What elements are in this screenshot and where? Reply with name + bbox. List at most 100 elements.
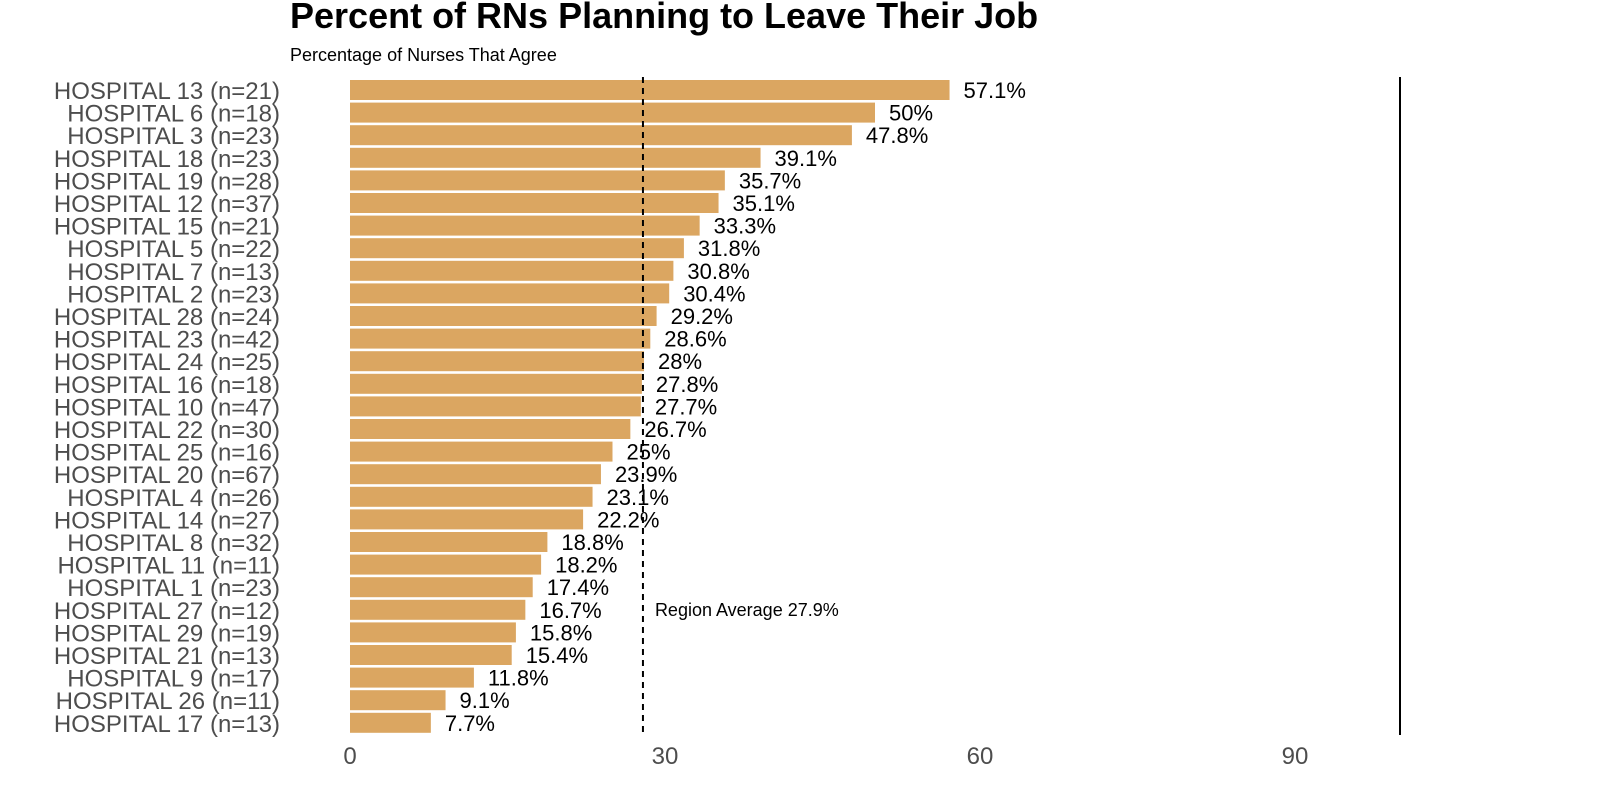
bar bbox=[350, 419, 631, 439]
value-label: 28% bbox=[658, 349, 702, 374]
category-label: HOSPITAL 4 (n=26) bbox=[67, 485, 280, 512]
value-label: 23.9% bbox=[615, 462, 677, 487]
x-tick-label: 30 bbox=[652, 743, 679, 770]
bar bbox=[350, 645, 512, 665]
value-label: 27.8% bbox=[656, 372, 718, 397]
category-label: HOSPITAL 24 (n=25) bbox=[54, 349, 280, 376]
category-label: HOSPITAL 15 (n=21) bbox=[54, 214, 280, 241]
x-axis: 0 30 60 90 bbox=[343, 743, 1308, 770]
value-label: 30.4% bbox=[683, 281, 745, 306]
chart-subtitle: Percentage of Nurses That Agree bbox=[290, 45, 557, 65]
x-tick-label: 90 bbox=[1282, 743, 1309, 770]
bar bbox=[350, 193, 719, 213]
value-label: 47.8% bbox=[866, 123, 928, 148]
bar bbox=[350, 351, 644, 372]
value-label: 26.7% bbox=[644, 417, 706, 442]
bar bbox=[350, 532, 548, 552]
category-label: HOSPITAL 13 (n=21) bbox=[54, 78, 280, 105]
value-label: 29.2% bbox=[671, 304, 733, 329]
category-label: HOSPITAL 16 (n=18) bbox=[54, 372, 280, 399]
bar bbox=[350, 554, 542, 575]
category-label: HOSPITAL 18 (n=23) bbox=[54, 146, 280, 173]
value-label: 11.8% bbox=[488, 666, 549, 691]
category-label: HOSPITAL 25 (n=16) bbox=[54, 440, 280, 467]
value-label: 15.8% bbox=[530, 620, 592, 645]
reference-layer: Region Average 27.9% bbox=[641, 77, 1401, 735]
bar bbox=[350, 102, 875, 123]
bar bbox=[350, 599, 526, 620]
category-label: HOSPITAL 21 (n=13) bbox=[54, 643, 280, 670]
bar bbox=[350, 373, 642, 394]
category-label: HOSPITAL 2 (n=23) bbox=[67, 281, 280, 308]
category-label: HOSPITAL 7 (n=13) bbox=[67, 259, 280, 286]
value-label: 16.7% bbox=[539, 598, 601, 623]
category-label: HOSPITAL 23 (n=42) bbox=[54, 327, 280, 354]
bar bbox=[350, 396, 641, 417]
category-label: HOSPITAL 11 (n=11) bbox=[57, 553, 280, 580]
value-label: 31.8% bbox=[698, 236, 760, 261]
value-label: 33.3% bbox=[714, 214, 776, 239]
category-label: HOSPITAL 5 (n=22) bbox=[67, 236, 280, 263]
category-label: HOSPITAL 6 (n=18) bbox=[67, 101, 280, 128]
bar bbox=[350, 125, 852, 146]
value-label: 39.1% bbox=[775, 146, 837, 171]
value-label: 18.8% bbox=[561, 530, 623, 555]
bar bbox=[350, 215, 700, 236]
region-average-label: Region Average 27.9% bbox=[655, 600, 839, 620]
bar bbox=[350, 170, 725, 191]
category-label: HOSPITAL 28 (n=24) bbox=[54, 304, 280, 331]
bar bbox=[350, 147, 761, 168]
category-label: HOSPITAL 29 (n=19) bbox=[54, 620, 280, 647]
value-label: 18.2% bbox=[555, 553, 617, 578]
category-label: HOSPITAL 1 (n=23) bbox=[67, 575, 280, 602]
value-labels: 57.1%50%47.8%39.1%35.7%35.1%33.3%31.8%30… bbox=[445, 78, 1026, 736]
bar bbox=[350, 328, 651, 349]
category-label: HOSPITAL 9 (n=17) bbox=[67, 666, 280, 693]
value-label: 35.7% bbox=[739, 168, 801, 193]
value-label: 30.8% bbox=[687, 259, 749, 284]
bar bbox=[350, 712, 431, 733]
bar bbox=[350, 667, 474, 688]
bar bbox=[350, 622, 516, 643]
bar bbox=[350, 486, 593, 507]
category-label: HOSPITAL 14 (n=27) bbox=[54, 507, 280, 534]
category-label: HOSPITAL 26 (n=11) bbox=[56, 688, 280, 715]
bar bbox=[350, 306, 657, 326]
category-label: HOSPITAL 19 (n=28) bbox=[54, 168, 280, 195]
bar bbox=[350, 509, 584, 530]
category-label: HOSPITAL 10 (n=47) bbox=[54, 394, 280, 421]
value-label: 28.6% bbox=[664, 327, 726, 352]
value-label: 9.1% bbox=[460, 688, 510, 713]
bar bbox=[350, 238, 684, 259]
bars-layer bbox=[350, 80, 950, 733]
category-label: HOSPITAL 20 (n=67) bbox=[54, 462, 280, 489]
x-tick-label: 60 bbox=[967, 743, 994, 770]
value-label: 57.1% bbox=[964, 78, 1026, 103]
value-label: 23.1% bbox=[607, 485, 669, 510]
bar bbox=[350, 464, 601, 485]
bar bbox=[350, 80, 950, 100]
x-tick-label: 0 bbox=[343, 743, 356, 770]
value-label: 50% bbox=[889, 101, 933, 126]
value-label: 7.7% bbox=[445, 711, 495, 736]
category-label: HOSPITAL 27 (n=12) bbox=[54, 598, 280, 625]
chart-title: Percent of RNs Planning to Leave Their J… bbox=[290, 0, 1038, 36]
bar bbox=[350, 260, 674, 281]
bar bbox=[350, 283, 670, 304]
value-label: 27.7% bbox=[655, 394, 717, 419]
category-label: HOSPITAL 3 (n=23) bbox=[67, 123, 280, 150]
value-label: 15.4% bbox=[526, 643, 588, 668]
value-label: 35.1% bbox=[733, 191, 795, 216]
value-label: 22.2% bbox=[597, 507, 659, 532]
category-label: HOSPITAL 17 (n=13) bbox=[54, 711, 280, 738]
category-label: HOSPITAL 8 (n=32) bbox=[67, 530, 280, 557]
value-label: 25% bbox=[627, 440, 671, 465]
bar bbox=[350, 577, 533, 598]
category-labels: HOSPITAL 13 (n=21)HOSPITAL 6 (n=18)HOSPI… bbox=[54, 78, 280, 738]
bar bbox=[350, 690, 446, 711]
category-label: HOSPITAL 12 (n=37) bbox=[54, 191, 280, 218]
category-label: HOSPITAL 22 (n=30) bbox=[54, 417, 280, 444]
value-label: 17.4% bbox=[547, 575, 609, 600]
bar bbox=[350, 441, 613, 462]
